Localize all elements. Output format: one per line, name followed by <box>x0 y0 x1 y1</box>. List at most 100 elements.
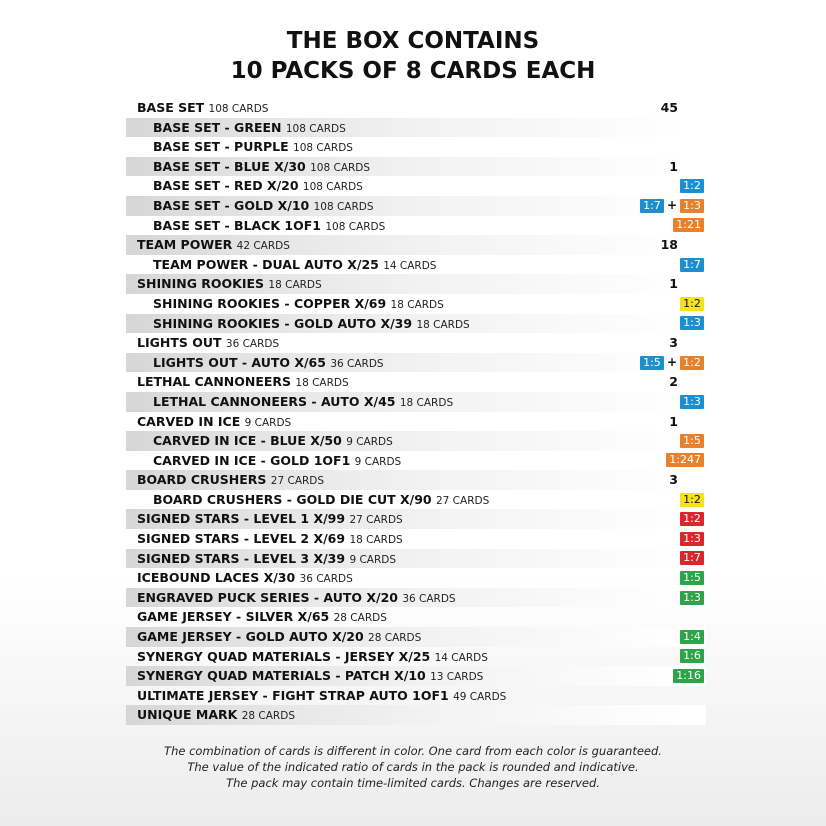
cards-per-box: 3 <box>669 335 678 351</box>
card-row: SHINING ROOKIES 18 CARDS 1 <box>126 274 706 294</box>
card-row: LIGHTS OUT 36 CARDS 3 <box>126 333 706 353</box>
card-set-name: ENGRAVED PUCK SERIES - AUTO X/20 36 CARD… <box>137 588 456 610</box>
card-set-title: LETHAL CANNONEERS <box>137 374 292 390</box>
card-set-title: SIGNED STARS - LEVEL 2 X/69 <box>137 531 346 547</box>
cards-per-box: 1 <box>669 276 678 292</box>
card-set-name: GAME JERSEY - SILVER X/65 28 CARDS <box>137 607 387 629</box>
odds-badge-blue: 1:7 <box>680 257 704 272</box>
card-set-title: ENGRAVED PUCK SERIES - AUTO X/20 <box>137 589 398 605</box>
odds-ratio: 3 <box>669 470 678 490</box>
odds-badge-yellow: 1:2 <box>680 296 704 311</box>
box-title-line-1: THE BOX CONTAINS <box>286 28 540 54</box>
card-set-name: LETHAL CANNONEERS - AUTO X/45 18 CARDS <box>153 392 453 414</box>
odds-badge-red: 1:7 <box>680 551 704 566</box>
card-set-name: SIGNED STARS - LEVEL 2 X/69 18 CARDS <box>137 529 403 551</box>
footer-notes: The combination of cards is different in… <box>0 743 826 791</box>
cards-per-box: 1 <box>669 158 678 174</box>
card-row: SIGNED STARS - LEVEL 1 X/99 27 CARDS 1:2 <box>126 509 706 530</box>
card-row: BASE SET - RED X/20 108 CARDS 1:2 <box>126 176 706 196</box>
footer-note-line: The pack may contain time-limited cards.… <box>226 776 600 790</box>
card-row: LIGHTS OUT - AUTO X/65 36 CARDS 1:5 +1:2 <box>126 352 706 373</box>
odds-badge-blue: 1:7 <box>639 198 664 213</box>
odds-badge-green: 1:16 <box>673 669 704 684</box>
card-set-name: UNIQUE MARK 28 CARDS <box>137 705 295 727</box>
card-row: SHINING ROOKIES - COPPER X/69 18 CARDS 1:… <box>126 294 706 314</box>
card-count: 108 CARDS <box>302 181 363 194</box>
odds-badge-green: 1:6 <box>680 649 704 664</box>
card-count: 13 CARDS <box>430 671 484 684</box>
card-count: 9 CARDS <box>244 416 292 429</box>
card-row: CARVED IN ICE - GOLD 1OF1 9 CARDS 1:247 <box>126 451 706 471</box>
odds-ratio: 1 <box>669 274 678 294</box>
card-set-name: BASE SET - GREEN 108 CARDS <box>153 118 346 140</box>
card-row: GAME JERSEY - GOLD AUTO X/20 28 CARDS 1:4 <box>126 627 706 647</box>
card-set-name: BASE SET - RED X/20 108 CARDS <box>153 176 363 198</box>
card-set-name: BOARD CRUSHERS - GOLD DIE CUT X/90 27 CA… <box>153 490 489 512</box>
card-set-title: UNIQUE MARK <box>137 707 238 723</box>
card-count: 9 CARDS <box>354 455 402 468</box>
card-set-title: TEAM POWER <box>137 237 233 253</box>
card-row: LETHAL CANNONEERS 18 CARDS 2 <box>126 372 706 392</box>
card-set-title: SHINING ROOKIES - GOLD AUTO X/39 <box>153 315 413 331</box>
card-count: 28 CARDS <box>241 710 295 723</box>
odds-badge-green: 1:4 <box>680 629 704 644</box>
card-set-name: BASE SET - BLACK 1OF1 108 CARDS <box>153 216 385 238</box>
card-row: BASE SET - PURPLE 108 CARDS <box>126 137 706 157</box>
odds-ratio: 1:5 <box>680 568 704 588</box>
odds-ratio: 1:247 <box>666 451 704 471</box>
card-set-title: CARVED IN ICE - GOLD 1OF1 <box>153 452 351 468</box>
card-set-title: CARVED IN ICE <box>137 413 241 429</box>
odds-ratio: 1:2 <box>680 490 704 510</box>
odds-badge-blue: 1:5 <box>639 355 664 370</box>
card-set-title: TEAM POWER - DUAL AUTO X/25 <box>153 256 379 272</box>
card-set-name: SHINING ROOKIES - GOLD AUTO X/39 18 CARD… <box>153 314 470 336</box>
card-row: TEAM POWER 42 CARDS 18 <box>126 235 706 255</box>
odds-ratio: 1:7 +1:3 <box>639 196 704 216</box>
card-set-title: BASE SET - BLACK 1OF1 <box>153 217 321 233</box>
card-set-name: CARVED IN ICE 9 CARDS <box>137 412 291 434</box>
card-count: 18 CARDS <box>416 318 470 331</box>
odds-badge-orange: 1:21 <box>673 218 704 233</box>
odds-ratio: 1:2 <box>680 176 704 196</box>
odds-badge-orange: 1:3 <box>680 198 704 213</box>
card-row: TEAM POWER - DUAL AUTO X/25 14 CARDS 1:7 <box>126 255 706 275</box>
card-set-title: GAME JERSEY - GOLD AUTO X/20 <box>137 629 364 645</box>
card-set-name: SIGNED STARS - LEVEL 3 X/39 9 CARDS <box>137 549 396 571</box>
cards-per-box: 1 <box>669 413 678 429</box>
odds-ratio: 1:2 <box>680 294 704 314</box>
odds-ratio: 2 <box>669 372 678 392</box>
card-set-name: LETHAL CANNONEERS 18 CARDS <box>137 372 349 394</box>
card-count: 108 CARDS <box>310 161 371 174</box>
odds-ratio: 18 <box>661 235 678 255</box>
card-count: 18 CARDS <box>349 534 403 547</box>
card-set-title: BASE SET <box>137 100 205 115</box>
card-row: BASE SET - BLACK 1OF1 108 CARDS 1:21 <box>126 216 706 236</box>
card-set-name: BASE SET - GOLD X/10 108 CARDS <box>153 196 374 218</box>
card-set-name: BASE SET 108 CARDS <box>137 98 268 120</box>
card-set-name: SHINING ROOKIES 18 CARDS <box>137 274 322 296</box>
card-row: UNIQUE MARK 28 CARDS <box>126 705 706 725</box>
card-set-name: TEAM POWER 42 CARDS <box>137 235 290 257</box>
odds-ratio: 1:7 <box>680 549 704 569</box>
odds-badge-blue: 1:3 <box>680 316 704 331</box>
card-set-title: SYNERGY QUAD MATERIALS - JERSEY X/25 <box>137 648 431 664</box>
card-set-name: GAME JERSEY - GOLD AUTO X/20 28 CARDS <box>137 627 421 649</box>
card-count: 108 CARDS <box>293 142 353 155</box>
odds-badge-orange: 1:247 <box>666 453 704 468</box>
odds-badge-green: 1:3 <box>680 590 704 605</box>
card-row: GAME JERSEY - SILVER X/65 28 CARDS <box>126 607 706 627</box>
cards-per-box: 2 <box>669 374 678 390</box>
card-set-name: SYNERGY QUAD MATERIALS - PATCH X/10 13 C… <box>137 666 483 688</box>
odds-badge-red: 1:2 <box>680 512 704 527</box>
card-set-title: BOARD CRUSHERS - GOLD DIE CUT X/90 <box>153 491 432 507</box>
card-set-title: BASE SET - GOLD X/10 <box>153 197 310 213</box>
card-set-name: SYNERGY QUAD MATERIALS - JERSEY X/25 14 … <box>137 647 488 669</box>
cards-per-box: 45 <box>660 100 678 115</box>
card-row: SIGNED STARS - LEVEL 3 X/39 9 CARDS 1:7 <box>126 548 706 571</box>
card-set-title: LIGHTS OUT <box>137 335 222 351</box>
cards-per-box: 18 <box>660 237 678 253</box>
odds-ratio: 3 <box>669 333 678 353</box>
plus-separator: + <box>666 354 677 369</box>
card-set-title: BASE SET - PURPLE <box>153 139 289 155</box>
odds-ratio: 1:3 <box>680 314 704 334</box>
